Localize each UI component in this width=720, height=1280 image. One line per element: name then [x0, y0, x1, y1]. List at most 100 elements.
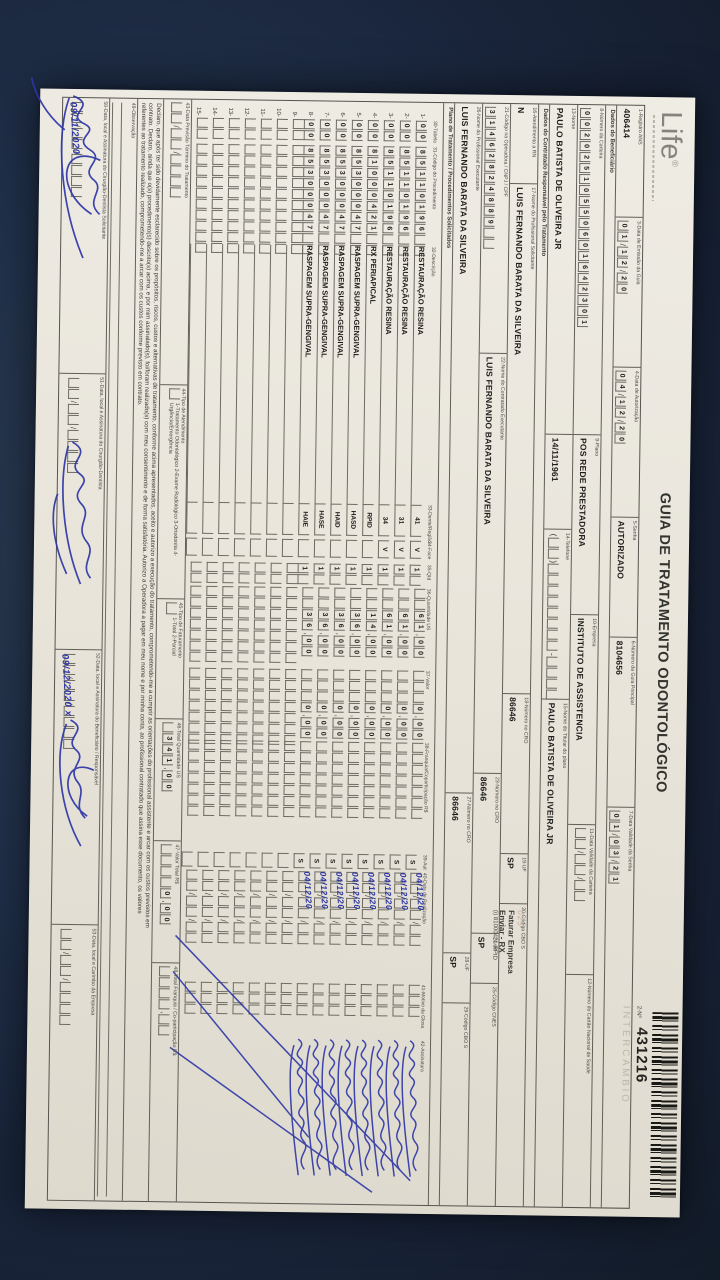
row-number: 11-: [258, 108, 266, 117]
digit-box: [299, 773, 311, 785]
descricao-value: RESTAURAÇÃO RESINA: [378, 246, 395, 505]
qtd-boxes: [222, 561, 234, 584]
separator-glyph: /: [362, 921, 372, 924]
codigo-boxes: [195, 143, 208, 253]
digit-box: [67, 451, 79, 463]
digit-box: [59, 1014, 71, 1025]
signature-box-sig-beneficiario: 52-Data, local e Assinatura do Beneficiá…: [51, 649, 102, 926]
digit-box: 1: [577, 316, 589, 327]
row-number: 5-: [354, 112, 362, 118]
digit-box: [171, 102, 183, 113]
digit-box: 0: [396, 703, 408, 714]
digit-box: [71, 176, 83, 187]
field-codigo-operadora: 21-Código na Operadora / CNPJ / CPF 3 1 4 6 2…: [479, 103, 511, 354]
digit-box: [269, 668, 281, 679]
digit-box: [268, 712, 280, 723]
digit-box: [227, 176, 240, 188]
separator-glyph: /: [219, 892, 229, 896]
digit-box: 6: [333, 620, 345, 631]
digit-box: 0: [380, 703, 392, 714]
separator-glyph: ,: [381, 715, 391, 718]
digit-box: [285, 641, 297, 652]
digit-box: 6: [349, 620, 361, 631]
digit-box: 0: [608, 836, 620, 847]
digit-box: [232, 982, 244, 993]
row-number: 9-: [290, 111, 298, 117]
digit-box: [243, 221, 255, 232]
field-cro-18: 18-Número no CRO 86646: [500, 693, 530, 855]
field-cbo-29: 29-Código CBO S: [440, 1003, 470, 1205]
digit-box: [195, 198, 207, 209]
digit-box: [205, 651, 217, 662]
digit-box: [347, 807, 359, 818]
digit-box: [312, 983, 324, 994]
digit-box: [221, 640, 233, 652]
face-box: [233, 538, 246, 557]
face-box: [329, 539, 342, 558]
digit-box: [269, 608, 282, 619]
digit-box: 0: [365, 636, 377, 647]
tipo-faturamento-options: 1-Total 2-Parcial: [170, 617, 177, 656]
digit-box: 0: [160, 888, 172, 899]
field-previsao-termino: 43-Data Previsão Término do Tratamento / /: [160, 99, 192, 386]
digit-box: [251, 806, 263, 817]
digit-box: [267, 795, 279, 806]
digit-box: 4: [577, 272, 589, 283]
digit-box: 0: [616, 283, 628, 294]
digit-box: [252, 712, 264, 723]
row-number: 15-: [194, 106, 202, 116]
digit-box: 0: [579, 140, 591, 151]
digit-box: [238, 597, 250, 608]
franquia-boxes: [267, 740, 280, 818]
digit-box: [259, 199, 271, 210]
digit-box: [546, 618, 558, 629]
digit-box: [170, 165, 182, 176]
digit-box: [158, 1014, 170, 1025]
digit-box: [281, 907, 293, 919]
barcode: [649, 1011, 679, 1198]
digit-box: [328, 1005, 340, 1016]
digit-box: [211, 198, 223, 209]
digit-box: [296, 1004, 308, 1016]
valor-boxes: [188, 667, 201, 744]
digit-box: 0: [412, 729, 424, 740]
dente-box: [282, 502, 294, 535]
field-label: 6-Número da Guia Principal: [628, 640, 636, 705]
digit-box: [237, 630, 249, 641]
digit-box: [363, 807, 375, 819]
digit-box: [200, 992, 212, 1003]
digit-box: [195, 187, 207, 198]
qtd-us-boxes: [205, 585, 218, 663]
dente-box: HASD: [346, 503, 358, 536]
digit-box: [275, 188, 287, 199]
signature-box-sig-solicitante: 50-Data, local e Assinatura do Cirurgião…: [30, 76, 110, 374]
digit-box: [318, 598, 330, 609]
digit-box: 0: [412, 718, 424, 729]
digit-box: 0: [614, 433, 626, 444]
digit-box: [360, 983, 372, 994]
column-header: 39-Aut: [421, 854, 428, 870]
digit-box: 4: [162, 744, 174, 755]
digit-box: [283, 784, 295, 795]
digit-box: [363, 774, 375, 786]
digit-box: [259, 221, 271, 232]
digit-box: [158, 1025, 170, 1036]
digit-box: 0: [301, 646, 313, 657]
separator-glyph: (: [549, 533, 559, 537]
digit-box: [204, 739, 216, 750]
field-data-emissao: 3-Data de Emissão da Guia 0 1/1 2/2 0: [613, 217, 643, 368]
field-value: POS REDE PRESTADORA: [577, 437, 589, 547]
digit-box: 0: [577, 305, 589, 316]
separator-glyph: /: [378, 921, 388, 924]
digit-box: [265, 907, 277, 918]
digit-box: [228, 128, 240, 140]
digit-box: 0: [381, 636, 393, 647]
digit-box: [411, 797, 423, 808]
qtd-us-boxes: [269, 586, 282, 664]
digit-box: [216, 992, 228, 1003]
descricao-value: RASPAGEM SUPRA-GENGIVAL: [314, 245, 331, 504]
digit-box: [380, 742, 392, 753]
digit-box: [267, 751, 280, 762]
